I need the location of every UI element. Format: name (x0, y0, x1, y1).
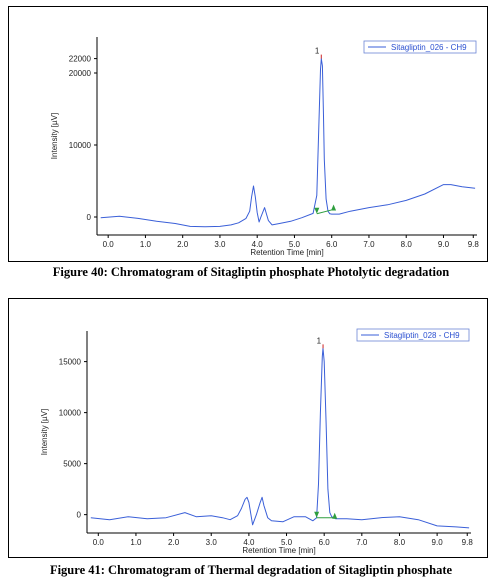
peak-start-marker (314, 207, 320, 214)
x-tick-label: 6.0 (319, 538, 331, 547)
x-tick-label: 0.0 (93, 538, 105, 547)
y-tick-label: 0 (87, 213, 92, 222)
x-tick-label: 5.0 (289, 240, 301, 249)
x-tick-label: 7.0 (356, 538, 368, 547)
peak-end-marker (332, 512, 338, 519)
x-tick-label: 8.0 (394, 538, 406, 547)
x-tick-label: 0.0 (103, 240, 115, 249)
x-tick-label: 3.0 (214, 240, 226, 249)
x-tick-label: 2.0 (177, 240, 189, 249)
x-tick-label: 9.8 (468, 240, 480, 249)
figure-40-caption: Figure 40: Chromatogram of Sitagliptin p… (52, 265, 450, 279)
integration-baseline (316, 208, 334, 215)
y-axis-label: Intensity [µV] (40, 409, 49, 455)
x-tick-label: 4.0 (252, 240, 264, 249)
x-tick-label: 9.8 (462, 538, 474, 547)
x-tick-label: 7.0 (363, 240, 375, 249)
peak-number-label: 1 (315, 47, 320, 56)
x-axis-label: Retention Time [min] (250, 248, 323, 257)
x-tick-label: 5.0 (281, 538, 293, 547)
legend-label: Sitagliptin_028 - CH9 (384, 331, 460, 340)
y-tick-label: 0 (77, 511, 82, 520)
y-tick-label: 15000 (59, 358, 82, 367)
chromatogram-chart-2: 0.0 1.0 2.0 3.0 4.0 5.0 6.0 7.0 8.0 9.0 9.8 0 5000 10… (40, 328, 474, 555)
chromatogram-panel-2: 0.0 1.0 2.0 3.0 4.0 5.0 6.0 7.0 8.0 9.0 9.8 0 5000 10… (8, 298, 488, 558)
x-tick-label: 9.0 (438, 240, 450, 249)
y-tick-label: 10000 (69, 141, 92, 150)
chromatogram-chart-1: 0.0 1.0 2.0 3.0 4.0 5.0 6.0 7.0 8.0 9.0 9.8 0 10000 2… (50, 37, 480, 257)
y-tick-label: 5000 (63, 460, 81, 469)
x-tick-label: 1.0 (140, 240, 152, 249)
x-tick-label: 1.0 (130, 538, 142, 547)
chromatogram-trace (100, 58, 476, 228)
x-axis-label: Retention Time [min] (242, 546, 315, 555)
legend-box (356, 328, 470, 342)
y-tick-label: 10000 (59, 409, 82, 418)
y-axis-label: Intensity [µV] (50, 113, 59, 159)
peak-number-label: 1 (317, 336, 322, 345)
legend-label: Sitagliptin_026 - CH9 (391, 43, 467, 52)
x-tick-label: 8.0 (401, 240, 413, 249)
y-tick-label: 22000 (69, 55, 92, 64)
chromatogram-panel-1: 0.0 1.0 2.0 3.0 4.0 5.0 6.0 7.0 8.0 9.0 9.8 0 10000 2… (8, 6, 488, 262)
chromatogram-trace (90, 347, 470, 529)
peak-start-marker (314, 511, 320, 518)
x-tick-label: 9.0 (432, 538, 444, 547)
x-tick-label: 4.0 (243, 538, 255, 547)
x-tick-label: 6.0 (326, 240, 338, 249)
figure-41-caption: Figure 41: Chromatogram of Thermal degra… (49, 563, 453, 577)
x-tick-label: 2.0 (168, 538, 180, 547)
legend-box (363, 40, 477, 54)
peak-end-marker (331, 204, 337, 211)
x-tick-label: 3.0 (206, 538, 218, 547)
y-tick-label: 20000 (69, 69, 92, 78)
